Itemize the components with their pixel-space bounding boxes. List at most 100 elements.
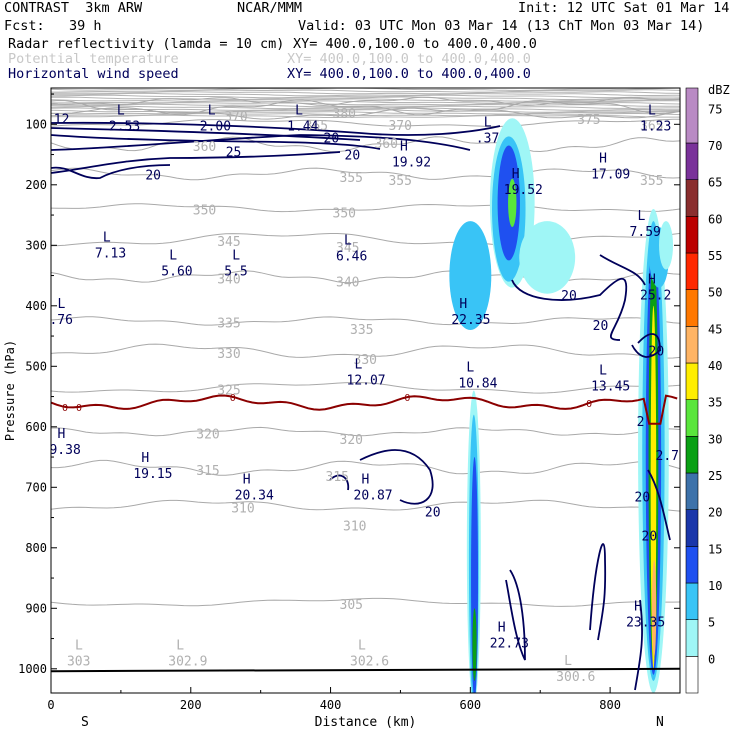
theta-label: 340 [336,276,359,291]
extremum-marker: H [599,152,607,167]
colorbar-swatch [685,399,699,437]
theta-label: 370 [224,110,247,125]
colorbar-swatch [685,472,699,510]
theta-label: 355 [340,171,363,186]
y-tick-label: 600 [25,420,47,434]
colorbar-swatch [685,142,699,180]
colorbar-swatch [685,216,699,254]
wind-speed-contour [51,134,381,150]
y-tick-label: 400 [25,299,47,313]
colorbar-tick-label: 50 [708,286,722,300]
colorbar-tick-label: 60 [708,212,722,226]
theta-label: 325 [217,383,240,398]
theta-label: 360 [374,137,397,152]
zero-isotherm-label: 0 [76,403,82,414]
colorbar-tick-label: 35 [708,396,722,410]
y-tick-label: 900 [25,601,47,615]
extremum-marker: L [355,357,363,372]
source-label: NCAR/MMM [237,0,303,16]
extremum-value: 19.92 [392,156,431,171]
colorbar-tick-label: 30 [708,432,722,446]
extremum-value: 300.6 [556,670,595,685]
theta-contour-315 [51,459,680,476]
colorbar-tick-label: 75 [708,102,722,116]
colorbar-swatch [685,509,699,547]
extremum-marker: L [484,115,492,130]
extremum-value: 25.2 [640,289,671,304]
theta-contour-340 [51,270,680,284]
theta-contour-310 [51,499,680,512]
wind-speed-label: 20 [649,345,665,360]
extremum-value: 7.59 [630,225,661,240]
extremum-value: 303 [67,655,90,670]
extremum-marker: L [599,363,607,378]
zero-isotherm-label: 0 [586,399,592,410]
wind-speed-contour [634,599,643,691]
extremum-value: 19.52 [504,183,543,198]
forecast-hour: Fcst: 39 h [4,18,102,34]
colorbar-tick-label: 0 [708,652,715,666]
theta-contour-325 [51,382,680,394]
colorbar-tick-label: 70 [708,139,722,153]
theta-upper-contour [51,92,680,97]
extremum-marker: L [344,233,352,248]
extremum-value: 19.15 [133,467,172,482]
wind-speed-label: 20 [345,149,361,164]
theta-contour-305 [51,597,680,607]
colorbar-swatch [685,87,699,144]
wind-speed-contour [599,254,646,286]
theta-label: 310 [231,501,254,516]
wind-speed-contour [51,151,341,174]
field-xy-wind: XY= 400.0,100.0 to 400.0,400.0 [287,66,531,82]
theta-upper-contour [51,100,680,104]
y-tick-label: 800 [25,541,47,555]
extremum-value: 17.09 [591,168,630,183]
wind-speed-label: 20 [145,169,161,184]
extremum-marker: L [75,639,83,654]
theta-label: 305 [340,598,363,613]
extremum-value: 302.6 [350,655,389,670]
surface-line [51,667,680,673]
wind-speed-label: 2.7 [656,449,679,464]
colorbar-swatch [685,252,699,290]
colorbar-swatch [685,619,699,657]
theta-label: 315 [326,470,349,485]
colorbar-swatch [685,546,699,584]
extremum-marker: H [459,297,467,312]
extremum-marker: H [243,472,251,487]
extremum-marker: L [208,103,216,118]
theta-contour-380 [51,96,680,107]
theta-contour-375 [51,99,680,116]
theta-label: 340 [217,273,240,288]
zero-isotherm [51,394,678,425]
y-tick-label: 700 [25,480,47,494]
theta-label: 380 [333,107,356,122]
x-tick-label: 200 [180,698,202,712]
colorbar-tick-label: 25 [708,469,722,483]
theta-contour-360 [51,136,680,153]
theta-label: 320 [340,433,363,448]
theta-label: 315 [196,464,219,479]
theta-contour-330 [51,343,680,359]
wind-speed-label: 20 [324,132,340,147]
wind-speed-contour [51,121,501,136]
reflectivity-cell [652,559,657,657]
extremum-marker: L [648,103,656,118]
extremum-marker: L [57,297,65,312]
field-xy-reflectivity: XY= 400.0,100.0 to 400.0,400.0 [293,36,537,52]
theta-contour-335 [51,316,680,326]
wind-speed-label: 20 [425,506,441,521]
extremum-marker: L [232,248,240,263]
extremum-value: 6.46 [336,249,367,264]
extremum-marker: L [169,248,177,263]
y-tick-label: 1000 [18,662,47,676]
extremum-marker: L [638,209,646,224]
reflectivity-cell [449,221,492,330]
colorbar-tick-label: 20 [708,506,722,520]
extremum-value: .37 [476,131,499,146]
wind-speed-contour [329,474,350,491]
theta-upper-contour [51,91,680,95]
x-tick-label: 600 [459,698,481,712]
y-axis-label: Pressure (hPa) [3,340,17,441]
